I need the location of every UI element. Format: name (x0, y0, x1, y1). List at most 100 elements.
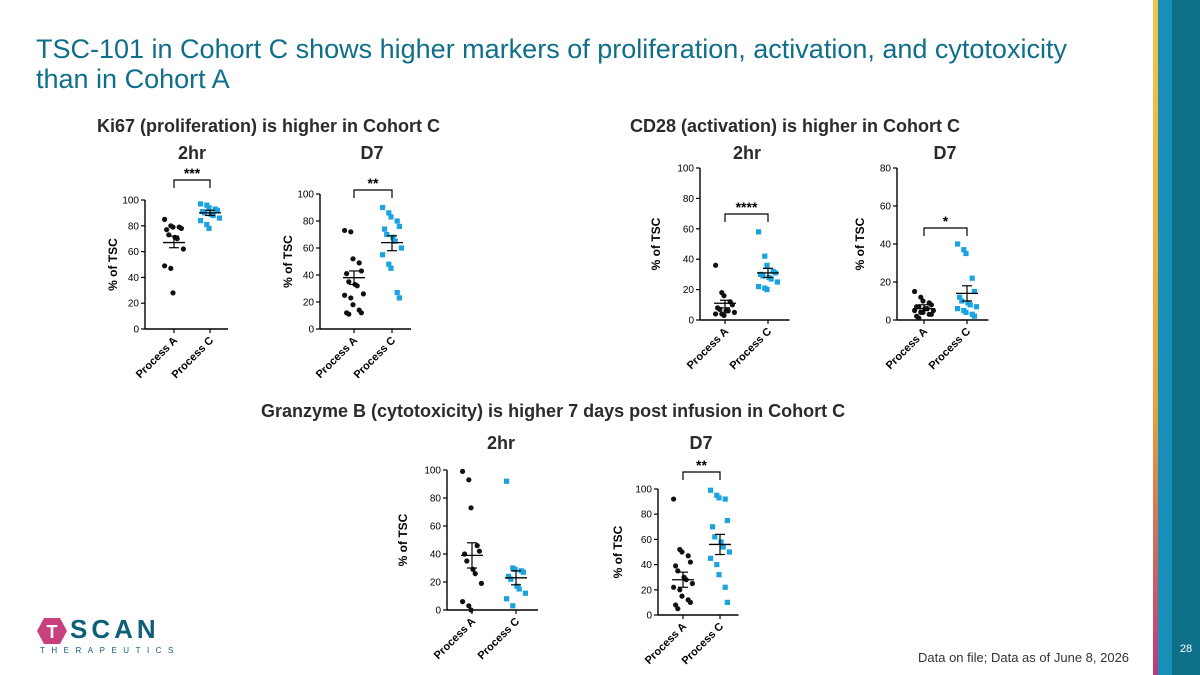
y-tick-label: 40 (641, 560, 653, 571)
data-point-process-c (957, 294, 963, 300)
data-point-process-c (396, 295, 402, 301)
timepoint-cd28-2hr: 2hr (732, 143, 761, 163)
y-tick-label: 20 (430, 578, 442, 589)
significance-stars: * (943, 213, 949, 229)
data-point-process-c (955, 241, 961, 247)
category-label: Process C (728, 326, 775, 373)
data-point-process-a (671, 496, 677, 502)
data-point-process-a (168, 223, 174, 229)
y-tick-label: 100 (297, 190, 314, 201)
y-tick-label: 60 (303, 244, 315, 255)
data-point-process-c (206, 205, 212, 211)
logo-wordmark: SCAN (70, 614, 160, 644)
data-point-process-a (172, 234, 178, 241)
section-label-ki67: Ki67 (proliferation) is higher in Cohort… (97, 116, 441, 136)
data-point-process-a (344, 310, 350, 316)
data-point-process-a (166, 232, 172, 238)
y-tick-label: 40 (128, 273, 140, 284)
y-tick-label: 20 (128, 299, 140, 310)
data-point-process-a (713, 262, 719, 268)
data-point-process-c (708, 487, 714, 493)
data-point-process-a (342, 292, 348, 298)
data-point-process-a (723, 308, 729, 314)
significance-bracket (923, 227, 968, 236)
data-point-process-a (466, 477, 472, 483)
data-point-process-c (512, 566, 518, 572)
footer-note: Data on file; Data as of June 8, 2026 (918, 650, 1130, 665)
data-point-process-a (719, 290, 725, 296)
data-point-process-a (920, 309, 926, 315)
data-point-process-c (963, 309, 969, 315)
data-point-process-c (955, 306, 961, 312)
timepoint-granzyme-2hr: 2hr (486, 433, 515, 453)
data-point-process-a (466, 603, 472, 609)
data-point-process-c (758, 271, 764, 277)
y-tick-label: 60 (683, 224, 695, 235)
data-point-process-a (916, 315, 922, 321)
y-tick-label: 40 (880, 240, 892, 251)
data-point-process-a (170, 290, 176, 296)
data-point-process-a (689, 580, 696, 587)
y-tick-label: 80 (303, 217, 315, 228)
data-point-process-c (716, 572, 722, 578)
data-point-process-a (924, 306, 930, 312)
significance-bracket (682, 471, 721, 480)
data-point-process-a (916, 304, 922, 310)
data-point-process-c (394, 218, 400, 224)
data-point-process-a (354, 283, 360, 289)
data-point-process-c (204, 221, 210, 228)
data-point-process-a (170, 224, 176, 230)
data-point-process-c (390, 234, 396, 240)
data-point-process-a (344, 271, 350, 277)
category-label: Process A (685, 326, 731, 372)
y-tick-label: 100 (122, 196, 139, 207)
data-point-process-a (671, 584, 677, 590)
data-point-process-c (392, 238, 398, 244)
data-point-process-c (756, 229, 762, 235)
data-point-process-a (685, 597, 691, 603)
slide-title: TSC-101 in Cohort C shows higher markers… (36, 34, 1067, 94)
data-point-process-a (928, 311, 935, 317)
data-point-process-a (721, 293, 727, 299)
y-tick-label: 80 (641, 510, 653, 521)
data-point-process-a (162, 216, 168, 222)
data-point-process-a (468, 607, 474, 613)
data-point-process-c (506, 573, 512, 579)
y-tick-label: 40 (430, 550, 442, 561)
data-point-process-c (963, 250, 969, 257)
data-point-process-c (720, 544, 726, 550)
significance-bracket (724, 213, 769, 222)
data-point-process-a (462, 551, 468, 557)
data-point-process-c (522, 590, 528, 596)
data-point-process-a (918, 294, 924, 300)
data-point-process-c (504, 596, 510, 602)
category-label: Process C (170, 335, 217, 382)
data-point-process-c (514, 583, 520, 589)
data-point-process-a (675, 606, 681, 612)
data-point-process-c (200, 209, 206, 215)
data-point-process-c (766, 274, 772, 281)
data-point-process-a (472, 571, 478, 577)
y-tick-label: 100 (635, 485, 652, 496)
data-point-process-a (352, 281, 358, 288)
data-point-process-c (214, 207, 220, 213)
data-point-process-a (713, 311, 719, 317)
y-axis-label: % of TSC (396, 513, 410, 566)
data-point-process-a (685, 553, 691, 559)
y-tick-label: 100 (677, 164, 694, 175)
category-label: Process C (927, 326, 974, 373)
data-point-process-a (721, 312, 727, 319)
data-point-process-a (358, 268, 364, 274)
data-point-process-a (677, 587, 683, 593)
logo-subtitle: THERAPEUTICS (40, 646, 180, 655)
data-point-process-a (675, 568, 681, 574)
data-point-process-a (468, 505, 474, 511)
data-point-process-c (764, 262, 770, 268)
data-point-process-a (356, 260, 362, 266)
y-tick-label: 80 (880, 164, 892, 175)
data-point-process-a (673, 563, 679, 569)
y-tick-label: 0 (688, 316, 694, 327)
data-point-process-c (382, 226, 388, 232)
data-point-process-c (961, 307, 967, 314)
